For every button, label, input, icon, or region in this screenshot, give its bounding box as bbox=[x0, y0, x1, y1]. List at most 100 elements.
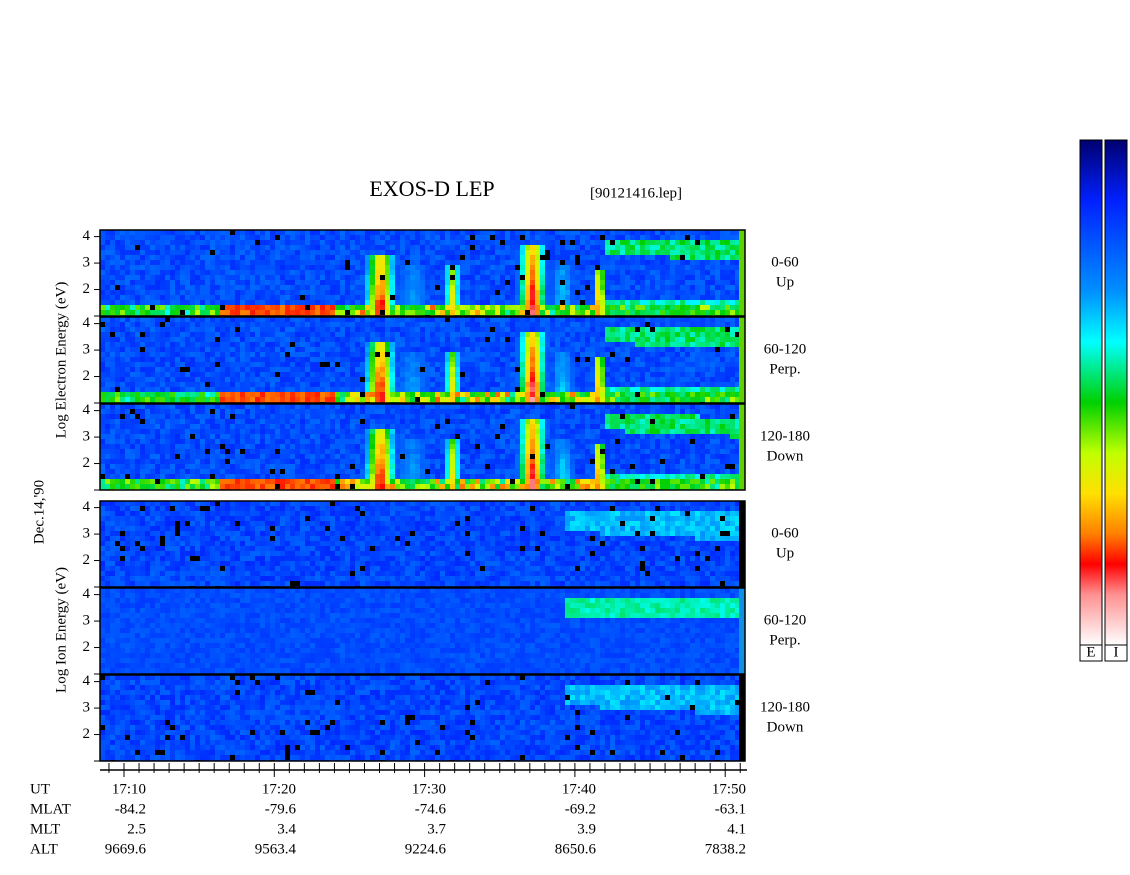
spectrogram-cell bbox=[205, 367, 210, 372]
spectrogram-cell bbox=[440, 260, 445, 265]
spectrogram-cell bbox=[405, 327, 410, 332]
spectrogram-cell bbox=[420, 387, 425, 392]
spectrogram-cell bbox=[245, 342, 250, 347]
spectrogram-cell bbox=[710, 387, 715, 392]
spectrogram-cell bbox=[640, 310, 645, 315]
spectrogram-cell bbox=[410, 290, 415, 295]
spectrogram-cell bbox=[110, 290, 115, 295]
spectrogram-cell bbox=[395, 285, 400, 290]
spectrogram-cell bbox=[280, 347, 285, 352]
spectrogram-cell bbox=[120, 392, 125, 397]
spectrogram-cell bbox=[125, 327, 130, 332]
spectrogram-cell bbox=[455, 305, 460, 310]
spectrogram-cell bbox=[630, 230, 635, 235]
spectrogram-cell bbox=[670, 295, 675, 300]
spectrogram-cell bbox=[685, 372, 690, 377]
spectrogram-cell bbox=[730, 337, 735, 342]
spectrogram-cell bbox=[600, 357, 605, 362]
spectrogram-cell bbox=[375, 327, 380, 332]
spectrogram-cell bbox=[430, 245, 435, 250]
spectrogram-cell bbox=[220, 250, 225, 255]
spectrogram-cell bbox=[270, 290, 275, 295]
spectrogram-cell bbox=[190, 404, 195, 409]
spectrogram-cell bbox=[140, 469, 145, 474]
spectrogram-cell bbox=[515, 332, 520, 337]
spectrogram-cell bbox=[540, 285, 545, 290]
spectrogram-cell bbox=[380, 332, 385, 337]
spectrogram-cell bbox=[210, 270, 215, 275]
spectrogram-cell bbox=[325, 322, 330, 327]
spectrogram-cell bbox=[330, 347, 335, 352]
spectrogram-cell bbox=[340, 337, 345, 342]
spectrogram-cell bbox=[645, 367, 650, 372]
spectrogram-cell bbox=[125, 424, 130, 429]
spectrogram-cell bbox=[405, 337, 410, 342]
spectrogram-cell bbox=[335, 367, 340, 372]
spectrogram-cell bbox=[590, 352, 595, 357]
spectrogram-cell bbox=[520, 397, 525, 402]
spectrogram-cell bbox=[320, 392, 325, 397]
spectrogram-cell bbox=[315, 300, 320, 305]
spectrogram-cell bbox=[565, 260, 570, 265]
spectrogram-cell bbox=[270, 270, 275, 275]
spectrogram-cell bbox=[505, 382, 510, 387]
spectrogram-cell bbox=[215, 290, 220, 295]
spectrogram-cell bbox=[640, 377, 645, 382]
spectrogram-cell bbox=[595, 275, 600, 280]
spectrogram-cell bbox=[160, 337, 165, 342]
spectrogram-cell bbox=[185, 240, 190, 245]
spectrogram-cell bbox=[695, 342, 700, 347]
spectrogram-cell bbox=[575, 250, 580, 255]
spectrogram-cell bbox=[165, 459, 170, 464]
spectrogram-cell bbox=[405, 305, 410, 310]
spectrogram-cell bbox=[310, 327, 315, 332]
spectrogram-cell bbox=[120, 409, 125, 414]
spectrogram-cell bbox=[125, 387, 130, 392]
spectrogram-cell bbox=[340, 357, 345, 362]
spectrogram-cell bbox=[375, 362, 380, 367]
spectrogram-cell bbox=[330, 250, 335, 255]
spectrogram-cell bbox=[575, 337, 580, 342]
spectrogram-cell bbox=[585, 300, 590, 305]
spectrogram-cell bbox=[700, 362, 705, 367]
spectrogram-cell bbox=[530, 300, 535, 305]
spectrogram-cell bbox=[665, 387, 670, 392]
spectrogram-cell bbox=[155, 459, 160, 464]
spectrogram-cell bbox=[210, 332, 215, 337]
spectrogram-cell bbox=[585, 275, 590, 280]
spectrogram-cell bbox=[600, 270, 605, 275]
spectrogram-cell bbox=[580, 352, 585, 357]
spectrogram-cell bbox=[555, 332, 560, 337]
spectrogram-cell bbox=[500, 337, 505, 342]
spectrogram-cell bbox=[145, 429, 150, 434]
spectrogram-cell bbox=[710, 317, 715, 322]
spectrogram-cell bbox=[250, 367, 255, 372]
spectrogram-cell bbox=[265, 362, 270, 367]
spectrogram-cell bbox=[205, 377, 210, 382]
spectrogram-cell bbox=[155, 454, 160, 459]
spectrogram-cell bbox=[495, 275, 500, 280]
spectrogram-cell bbox=[125, 484, 130, 489]
spectrogram-cell bbox=[605, 387, 610, 392]
spectrogram-cell bbox=[435, 230, 440, 235]
spectrogram-cell bbox=[525, 352, 530, 357]
spectrogram-cell bbox=[650, 327, 655, 332]
spectrogram-cell bbox=[560, 240, 565, 245]
spectrogram-cell bbox=[160, 429, 165, 434]
spectrogram-cell bbox=[205, 362, 210, 367]
spectrogram-cell bbox=[355, 337, 360, 342]
spectrogram-cell bbox=[385, 290, 390, 295]
spectrogram-cell bbox=[330, 382, 335, 387]
spectrogram-cell bbox=[150, 317, 155, 322]
spectrogram-cell bbox=[250, 382, 255, 387]
spectrogram-cell bbox=[255, 342, 260, 347]
spectrogram-cell bbox=[200, 352, 205, 357]
spectrogram-cell bbox=[570, 285, 575, 290]
spectrogram-cell bbox=[710, 250, 715, 255]
spectrogram-cell bbox=[590, 295, 595, 300]
spectrogram-cell bbox=[655, 285, 660, 290]
spectrogram-cell bbox=[505, 310, 510, 315]
spectrogram-cell bbox=[560, 362, 565, 367]
spectrogram-cell bbox=[120, 235, 125, 240]
spectrogram-cell bbox=[710, 290, 715, 295]
